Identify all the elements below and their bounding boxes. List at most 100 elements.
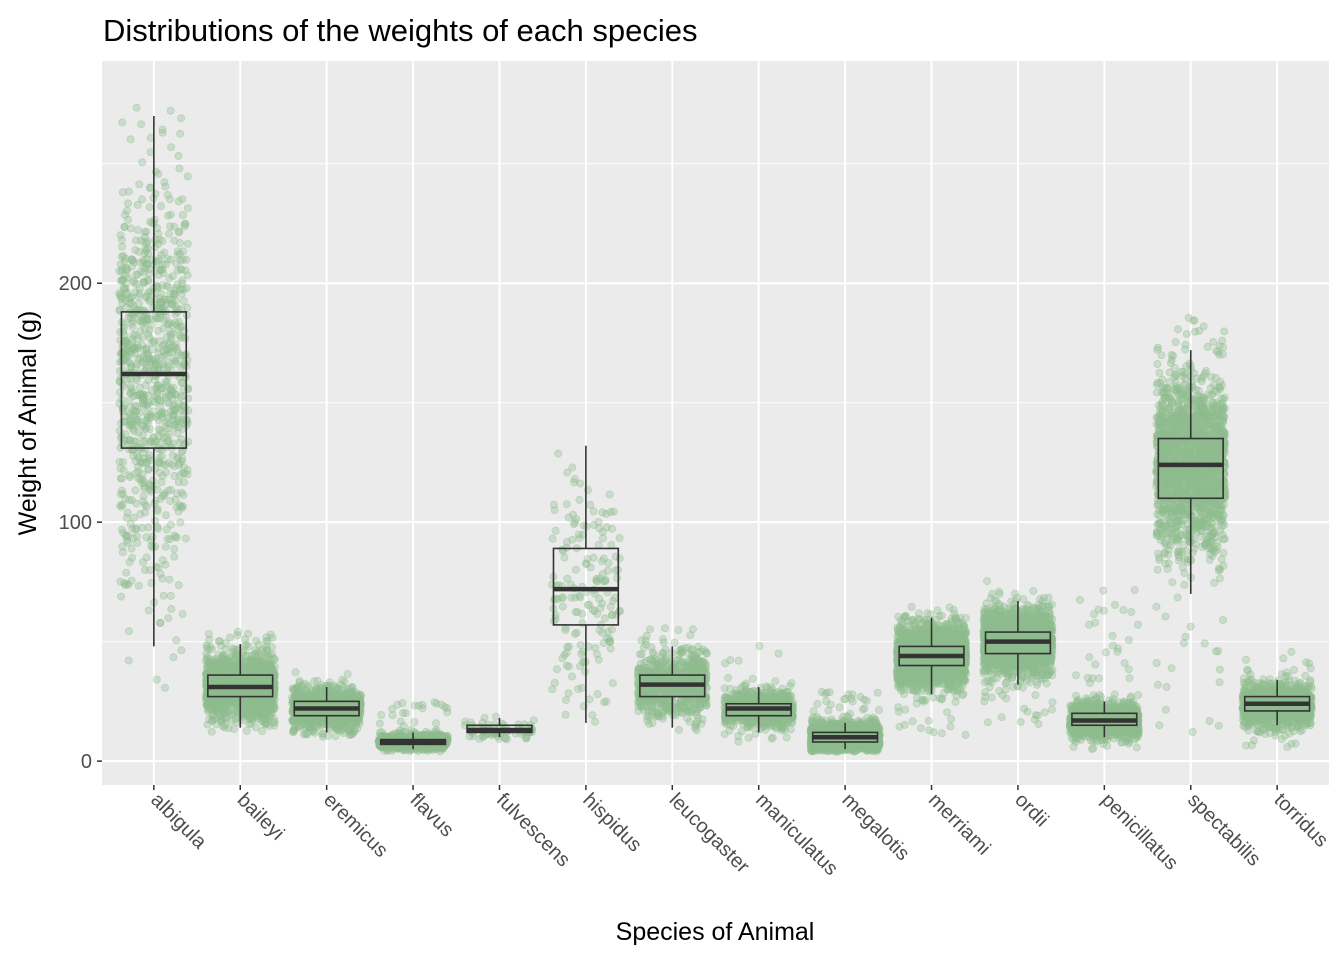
data-point xyxy=(129,258,138,267)
data-point xyxy=(176,129,185,138)
data-point xyxy=(295,676,304,685)
data-point xyxy=(172,340,181,349)
data-point xyxy=(120,285,129,294)
data-point xyxy=(165,430,174,439)
data-point xyxy=(162,345,171,354)
data-point xyxy=(605,634,614,643)
data-point xyxy=(153,326,162,335)
data-point xyxy=(242,727,251,736)
data-point xyxy=(562,661,571,670)
data-point xyxy=(128,553,137,562)
data-point xyxy=(167,143,176,152)
data-point xyxy=(133,451,142,460)
data-point xyxy=(599,554,608,563)
data-point xyxy=(179,490,188,499)
data-point xyxy=(410,718,419,727)
data-point xyxy=(172,259,181,268)
data-point xyxy=(170,552,179,561)
data-point xyxy=(119,458,128,467)
data-point xyxy=(262,637,271,646)
data-point xyxy=(124,343,133,352)
data-point xyxy=(117,474,126,483)
data-point xyxy=(127,384,136,393)
data-point xyxy=(144,465,153,474)
data-point xyxy=(160,316,169,325)
data-point xyxy=(164,486,173,495)
data-point xyxy=(133,538,142,547)
data-point xyxy=(174,581,183,590)
data-point xyxy=(145,269,154,278)
data-point xyxy=(177,435,186,444)
data-point xyxy=(154,457,163,466)
data-point xyxy=(609,507,618,516)
data-point xyxy=(118,406,127,415)
data-point xyxy=(167,604,176,613)
data-point xyxy=(130,345,139,354)
data-point xyxy=(596,604,605,613)
data-point xyxy=(591,643,600,652)
data-point xyxy=(153,563,162,572)
data-point xyxy=(128,388,137,397)
data-point xyxy=(153,507,162,516)
data-point xyxy=(153,348,162,357)
data-point xyxy=(561,710,570,719)
data-point xyxy=(180,463,189,472)
data-point xyxy=(165,575,174,584)
data-point xyxy=(176,518,185,527)
data-point xyxy=(377,711,386,720)
data-point xyxy=(585,695,594,704)
chart-title: Distributions of the weights of each spe… xyxy=(103,13,697,48)
data-point xyxy=(134,292,143,301)
data-point xyxy=(115,426,124,435)
data-point xyxy=(128,424,137,433)
data-point xyxy=(586,500,595,509)
data-point xyxy=(177,646,186,655)
data-point xyxy=(568,672,577,681)
data-point xyxy=(175,501,184,510)
data-point xyxy=(117,502,126,511)
data-point xyxy=(159,324,168,333)
data-point xyxy=(129,406,138,415)
data-point xyxy=(269,669,278,678)
data-point xyxy=(347,719,356,728)
data-point xyxy=(340,677,349,686)
data-point xyxy=(158,383,167,392)
data-point xyxy=(151,361,160,370)
data-point xyxy=(139,492,148,501)
data-point xyxy=(161,560,170,569)
data-point xyxy=(131,288,140,297)
data-point xyxy=(139,454,148,463)
plot-panel xyxy=(102,61,1329,785)
data-point xyxy=(155,411,164,420)
data-point xyxy=(135,408,144,417)
data-point xyxy=(155,293,164,302)
data-point xyxy=(169,653,178,662)
data-point xyxy=(179,297,188,306)
data-point xyxy=(163,346,172,355)
data-point xyxy=(166,337,175,346)
data-point xyxy=(310,677,319,686)
data-point xyxy=(174,151,183,160)
data-point xyxy=(158,407,167,416)
data-point xyxy=(144,523,153,532)
data-point xyxy=(129,451,138,460)
data-point xyxy=(144,391,153,400)
data-point xyxy=(128,316,137,325)
data-point xyxy=(160,178,169,187)
data-point xyxy=(599,534,608,543)
data-point xyxy=(563,468,572,477)
data-point xyxy=(323,681,332,690)
data-point xyxy=(267,696,276,705)
data-point xyxy=(129,277,138,286)
data-point xyxy=(606,602,615,611)
data-point xyxy=(124,580,133,589)
data-point xyxy=(151,189,160,198)
data-point xyxy=(147,345,156,354)
data-point xyxy=(575,495,584,504)
data-point xyxy=(158,265,167,274)
data-point xyxy=(139,448,148,457)
data-point xyxy=(145,296,154,305)
data-point xyxy=(139,402,148,411)
data-point xyxy=(564,513,573,522)
data-point xyxy=(131,469,140,478)
